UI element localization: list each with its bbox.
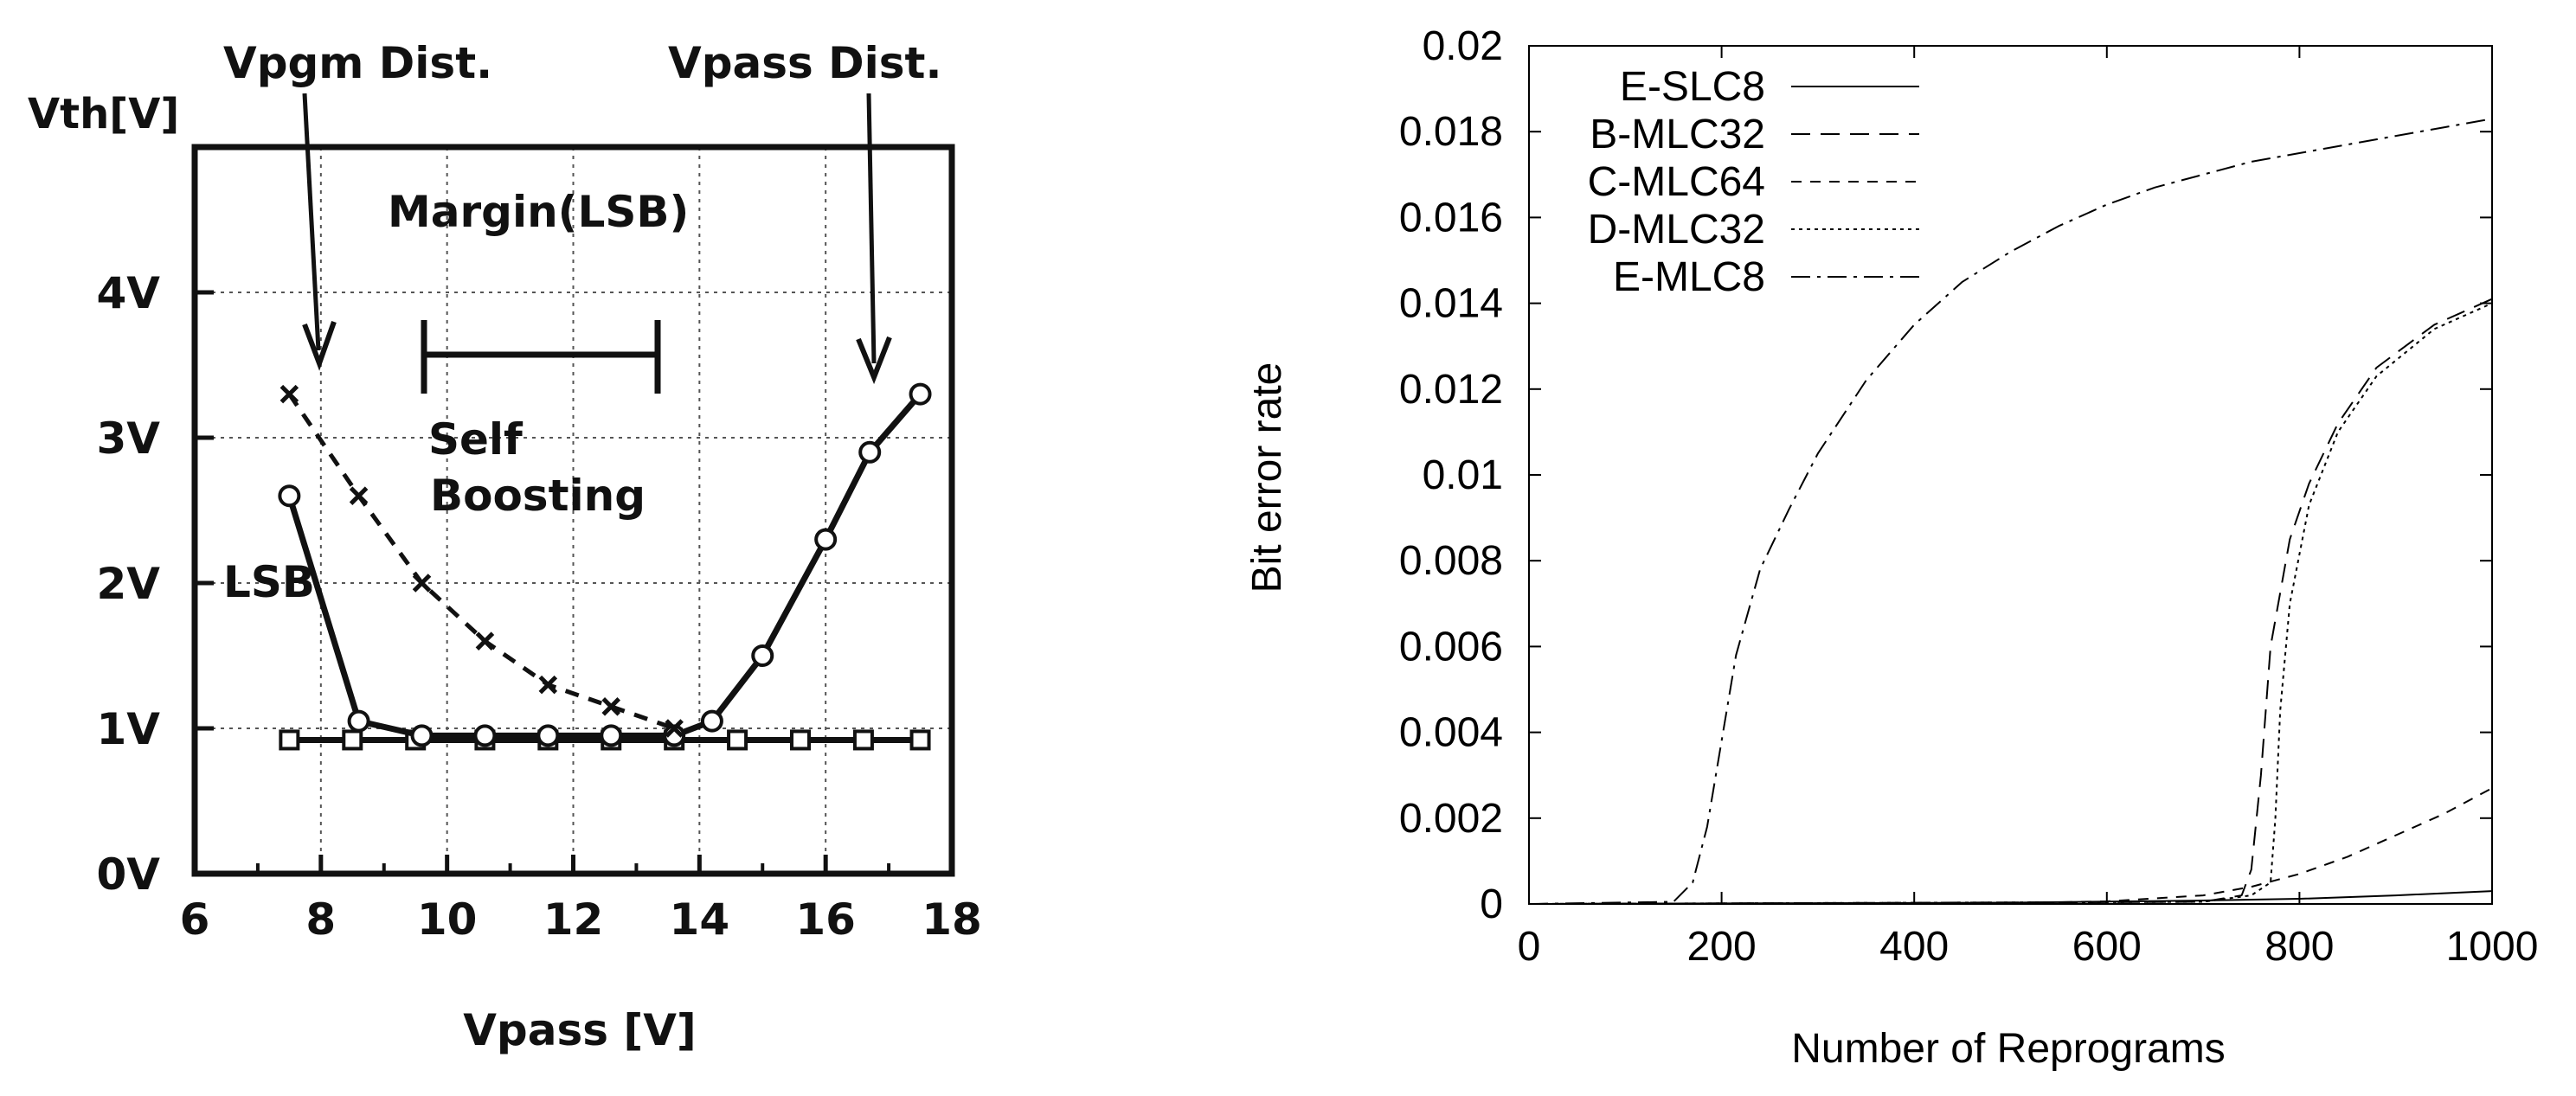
legend-label-e-slc8: E-SLC8 <box>1620 64 1765 110</box>
left-point-square <box>790 729 811 751</box>
right-ytick-label: 0.014 <box>1399 281 1503 327</box>
vpgm-arrow-shaft <box>302 93 321 351</box>
right-ticks: 0 200 400 600 800 1000 0 0.002 0.004 0.006 0.008 0.… <box>1399 23 2539 970</box>
left-point-square <box>342 729 363 751</box>
left-point-circle <box>600 724 623 747</box>
right-series <box>1528 118 2493 905</box>
left-point-x <box>279 384 299 404</box>
left-arrows <box>302 93 892 394</box>
left-point-x <box>412 574 432 593</box>
left-point-circle <box>858 440 882 464</box>
left-point-circle <box>347 709 370 733</box>
left-point-square <box>727 729 748 751</box>
vpass-arrow-head <box>856 336 892 385</box>
left-point-circle <box>909 382 932 406</box>
right-xtick-label: 0 <box>1518 924 1541 970</box>
left-point-x <box>475 631 495 651</box>
annotation-self: Self <box>428 414 524 465</box>
left-point-x <box>349 486 369 505</box>
right-xlabel: Number of Reprograms <box>1791 1026 2226 1072</box>
left-ytick-label: 0V <box>97 849 161 900</box>
left-point-circle <box>410 724 434 747</box>
annotation-vpass: Vpass Dist. <box>668 38 941 88</box>
left-point-circle <box>536 724 560 747</box>
left-xtick-label: 16 <box>795 894 856 945</box>
right-xtick-label: 1000 <box>2446 924 2539 970</box>
legend-label-c-mlc64: C-MLC64 <box>1588 159 1765 205</box>
right-ytick-label: 0.018 <box>1399 109 1503 155</box>
left-xtick-label: 18 <box>922 894 982 945</box>
right-series-line-c-mlc64 <box>1528 787 2493 905</box>
annotation-lsb: LSB <box>223 557 315 607</box>
left-ytick-label: 2V <box>97 559 161 609</box>
left-xtick-label: 12 <box>543 894 604 945</box>
right-xtick-label: 400 <box>1879 924 1949 970</box>
right-ytick-label: 0.002 <box>1399 796 1503 842</box>
annotation-margin: Margin(LSB) <box>388 187 689 237</box>
left-point-x <box>538 675 558 695</box>
annotation-vpgm: Vpgm Dist. <box>223 38 492 88</box>
left-point-circle <box>751 644 774 667</box>
left-xtick-label: 14 <box>670 894 730 945</box>
left-xtick-label: 8 <box>305 894 336 945</box>
left-ylabel: Vth[V] <box>28 90 179 138</box>
legend-label-d-mlc32: D-MLC32 <box>1588 207 1765 253</box>
left-xtick-label: 10 <box>417 894 478 945</box>
left-point-circle <box>700 709 723 733</box>
legend-label-e-mlc8: E-MLC8 <box>1613 254 1765 300</box>
left-point-x <box>665 719 684 738</box>
left-point-circle <box>814 528 838 551</box>
right-ytick-label: 0.006 <box>1399 624 1503 670</box>
ber-reprograms-chart: 0 200 400 600 800 1000 0 0.002 0.004 0.006 0.008 0.… <box>1244 23 2538 1072</box>
right-ytick-label: 0 <box>1480 881 1503 927</box>
right-series-line-b-mlc32 <box>1528 298 2493 905</box>
right-xtick-label: 600 <box>2072 924 2142 970</box>
left-ytick-label: 4V <box>97 268 161 318</box>
right-xtick-label: 800 <box>2264 924 2334 970</box>
vpass-arrow-shaft <box>866 93 877 364</box>
left-xtick-label: 6 <box>180 894 210 945</box>
right-ytick-label: 0.008 <box>1399 538 1503 584</box>
right-ytick-label: 0.016 <box>1399 195 1503 240</box>
left-xlabel: Vpass [V] <box>463 1005 697 1055</box>
right-ytick-label: 0.012 <box>1399 367 1503 413</box>
right-ylabel: Bit error rate <box>1244 362 1290 593</box>
left-ticks: 6 8 10 12 14 16 18 0V 1V 2V 3V 4V <box>97 268 982 945</box>
left-point-x <box>601 697 621 716</box>
left-ytick-label: 1V <box>97 704 161 754</box>
left-point-circle <box>473 724 497 747</box>
right-xtick-label: 200 <box>1687 924 1757 970</box>
right-series-line-e-mlc8 <box>1528 118 2493 905</box>
right-ytick-label: 0.004 <box>1399 710 1503 756</box>
right-ytick-label: 0.01 <box>1423 452 1503 498</box>
left-grid <box>195 147 952 874</box>
left-point-square <box>909 729 931 751</box>
left-ytick-label: 3V <box>97 413 161 464</box>
left-series <box>278 382 932 751</box>
left-point-circle <box>278 484 301 508</box>
left-point-square <box>279 729 300 751</box>
right-ytick-label: 0.02 <box>1423 23 1503 69</box>
legend-label-b-mlc32: B-MLC32 <box>1590 112 1765 157</box>
vpgm-arrow-head <box>302 320 337 371</box>
annotation-boosting: Boosting <box>430 471 646 521</box>
left-point-square <box>852 729 874 751</box>
